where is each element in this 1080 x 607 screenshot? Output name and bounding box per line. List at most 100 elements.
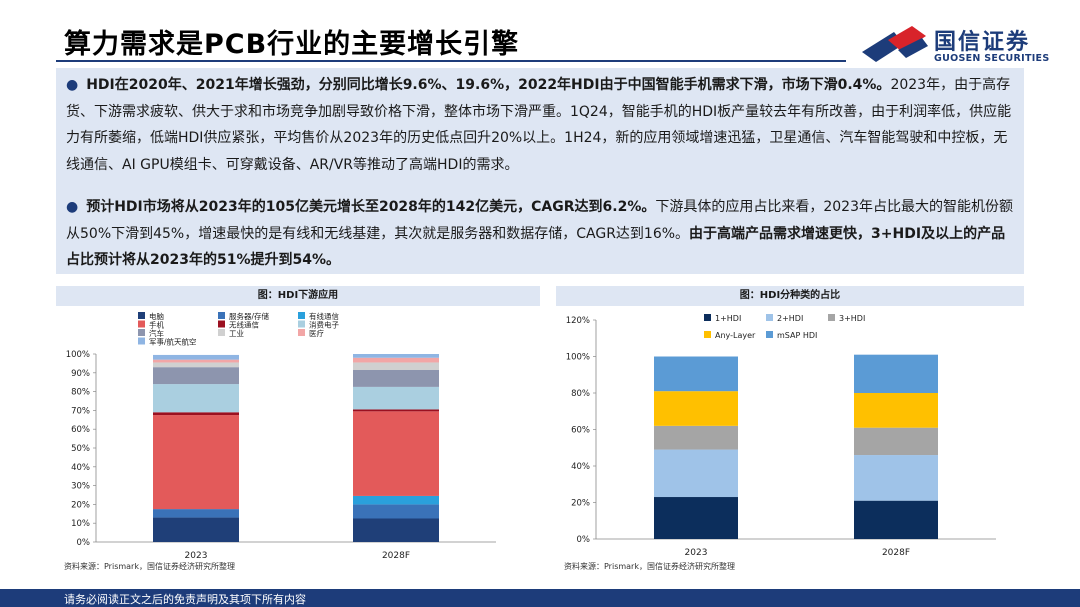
y-tick-label: 10%	[71, 519, 90, 529]
legend-swatch	[298, 320, 305, 328]
bar-segment	[353, 386, 439, 410]
legend-label: 军事/航天航空	[149, 337, 197, 347]
bar-segment	[153, 412, 239, 416]
x-tick-label: 2023	[185, 551, 208, 560]
paragraph-1: ● HDI在2020年、2021年增长强劲，分别同比增长9.6%、19.6%，20…	[66, 72, 1016, 178]
y-tick-label: 30%	[71, 482, 90, 492]
bar-segment	[854, 354, 938, 393]
p1-rest: 2023年，由于高存货、下游需求疲软、供大于求和市场竞争加剧导致价格下滑，整体市…	[66, 77, 1012, 173]
legend-swatch	[766, 331, 773, 338]
x-tick-label: 2023	[685, 548, 708, 558]
bar-segment	[153, 354, 239, 360]
legend-swatch	[138, 312, 145, 319]
legend-label: 医疗	[309, 328, 324, 338]
y-tick-label: 0%	[77, 538, 91, 548]
bar-segment	[153, 415, 239, 510]
legend-swatch	[298, 329, 305, 336]
legend-swatch	[828, 314, 835, 321]
bullet-icon: ●	[66, 199, 79, 215]
legend-swatch	[138, 337, 145, 345]
y-tick-label: 60%	[71, 425, 90, 435]
y-tick-label: 60%	[571, 426, 590, 436]
left-chart-title: 图：HDI下游应用	[56, 286, 540, 306]
legend-swatch	[218, 329, 225, 336]
y-tick-label: 120%	[566, 316, 590, 326]
legend-label: 无线通信	[229, 320, 259, 330]
legend-swatch	[218, 312, 225, 319]
y-tick-label: 20%	[571, 499, 590, 509]
logo-cn: 国信证券	[934, 30, 1031, 55]
bar-segment	[353, 409, 439, 412]
summary-box: ● HDI在2020年、2021年增长强劲，分别同比增长9.6%、19.6%，20…	[56, 68, 1024, 274]
bar-segment	[353, 369, 439, 387]
right-chart-title: 图：HDI分种类的占比	[556, 286, 1024, 306]
bar-segment	[353, 357, 439, 363]
y-tick-label: 50%	[71, 444, 90, 454]
legend-label: 服务器/存储	[229, 311, 270, 321]
y-tick-label: 70%	[71, 406, 90, 416]
guosen-logo: 国信证券 GUOSEN SECURITIES	[858, 22, 1058, 66]
bar-segment	[854, 500, 938, 539]
legend-swatch	[766, 314, 773, 321]
legend-label: mSAP HDI	[777, 331, 817, 340]
legend-swatch	[704, 331, 711, 338]
legend-label: Any-Layer	[715, 331, 756, 340]
bar-segment	[854, 455, 938, 501]
legend-label: 2+HDI	[777, 314, 803, 323]
legend-swatch	[298, 312, 305, 319]
footer-disclaimer: 请务必阅读正文之后的免责声明及其项下所有内容	[64, 593, 306, 606]
bar-segment	[654, 425, 738, 450]
logo-en: GUOSEN SECURITIES	[934, 53, 1050, 64]
right-source: 资料来源：Prismark，国信证券经济研究所整理	[564, 562, 735, 571]
legend-swatch	[138, 320, 145, 328]
y-tick-label: 80%	[71, 388, 90, 398]
y-tick-label: 40%	[71, 463, 90, 473]
page-title: 算力需求是PCB行业的主要增长引擎	[64, 29, 520, 60]
guosen-logo-icon	[862, 26, 928, 62]
x-tick-label: 2028F	[382, 551, 410, 560]
y-tick-label: 90%	[71, 369, 90, 379]
legend-label: 消费电子	[309, 320, 339, 330]
y-tick-label: 100%	[566, 353, 590, 363]
bar-segment	[153, 517, 239, 542]
bar-segment	[353, 504, 439, 519]
legend-label: 工业	[229, 328, 244, 338]
hdi-type-chart: 1+HDI 2+HDI 3+HDI Any-Layer mSAP HDI 0% 20% 40%…	[566, 314, 996, 558]
y-tick-label: 40%	[571, 462, 590, 472]
legend-swatch	[704, 314, 711, 321]
legend-swatch	[138, 329, 145, 336]
p2-mid: 下游具体的应用占比来看，2023年占比最大的智能机份额从50%下滑到45%，增速…	[66, 199, 1013, 242]
legend-label: 有线通信	[309, 311, 339, 321]
y-tick-label: 0%	[577, 535, 591, 545]
x-tick-label: 2028F	[882, 548, 910, 558]
y-tick-label: 20%	[71, 500, 90, 510]
bar-segment	[353, 411, 439, 496]
bar-segment	[153, 362, 239, 368]
legend-label: 1+HDI	[715, 314, 741, 323]
legend-label: 手机	[149, 320, 164, 330]
legend-label: 3+HDI	[839, 314, 865, 323]
bar-segment	[153, 509, 239, 518]
bar-segment	[854, 393, 938, 428]
bar-segment	[353, 495, 439, 505]
bar-segment	[353, 362, 439, 370]
bar-segment	[654, 356, 738, 392]
legend-label: 汽车	[149, 328, 164, 338]
bar-segment	[654, 497, 738, 539]
legend-swatch	[218, 320, 225, 328]
y-tick-label: 100%	[66, 350, 90, 360]
p2-bold: 预计HDI市场将从2023年的105亿美元增长至2028年的142亿美元，CAG…	[86, 199, 656, 215]
title-rule	[56, 60, 846, 62]
bar-segment	[153, 384, 239, 413]
legend-label: 电脑	[149, 311, 164, 321]
bar-segment	[353, 354, 439, 358]
bullet-icon: ●	[66, 77, 79, 93]
bar-segment	[854, 427, 938, 456]
left-source: 资料来源：Prismark，国信证券经济研究所整理	[64, 562, 235, 571]
paragraph-2: ● 预计HDI市场将从2023年的105亿美元增长至2028年的142亿美元，CA…	[66, 194, 1016, 274]
p1-bold: HDI在2020年、2021年增长强劲，分别同比增长9.6%、19.6%，202…	[86, 77, 891, 93]
bar-segment	[654, 391, 738, 426]
y-tick-label: 80%	[571, 389, 590, 399]
bar-segment	[153, 367, 239, 385]
